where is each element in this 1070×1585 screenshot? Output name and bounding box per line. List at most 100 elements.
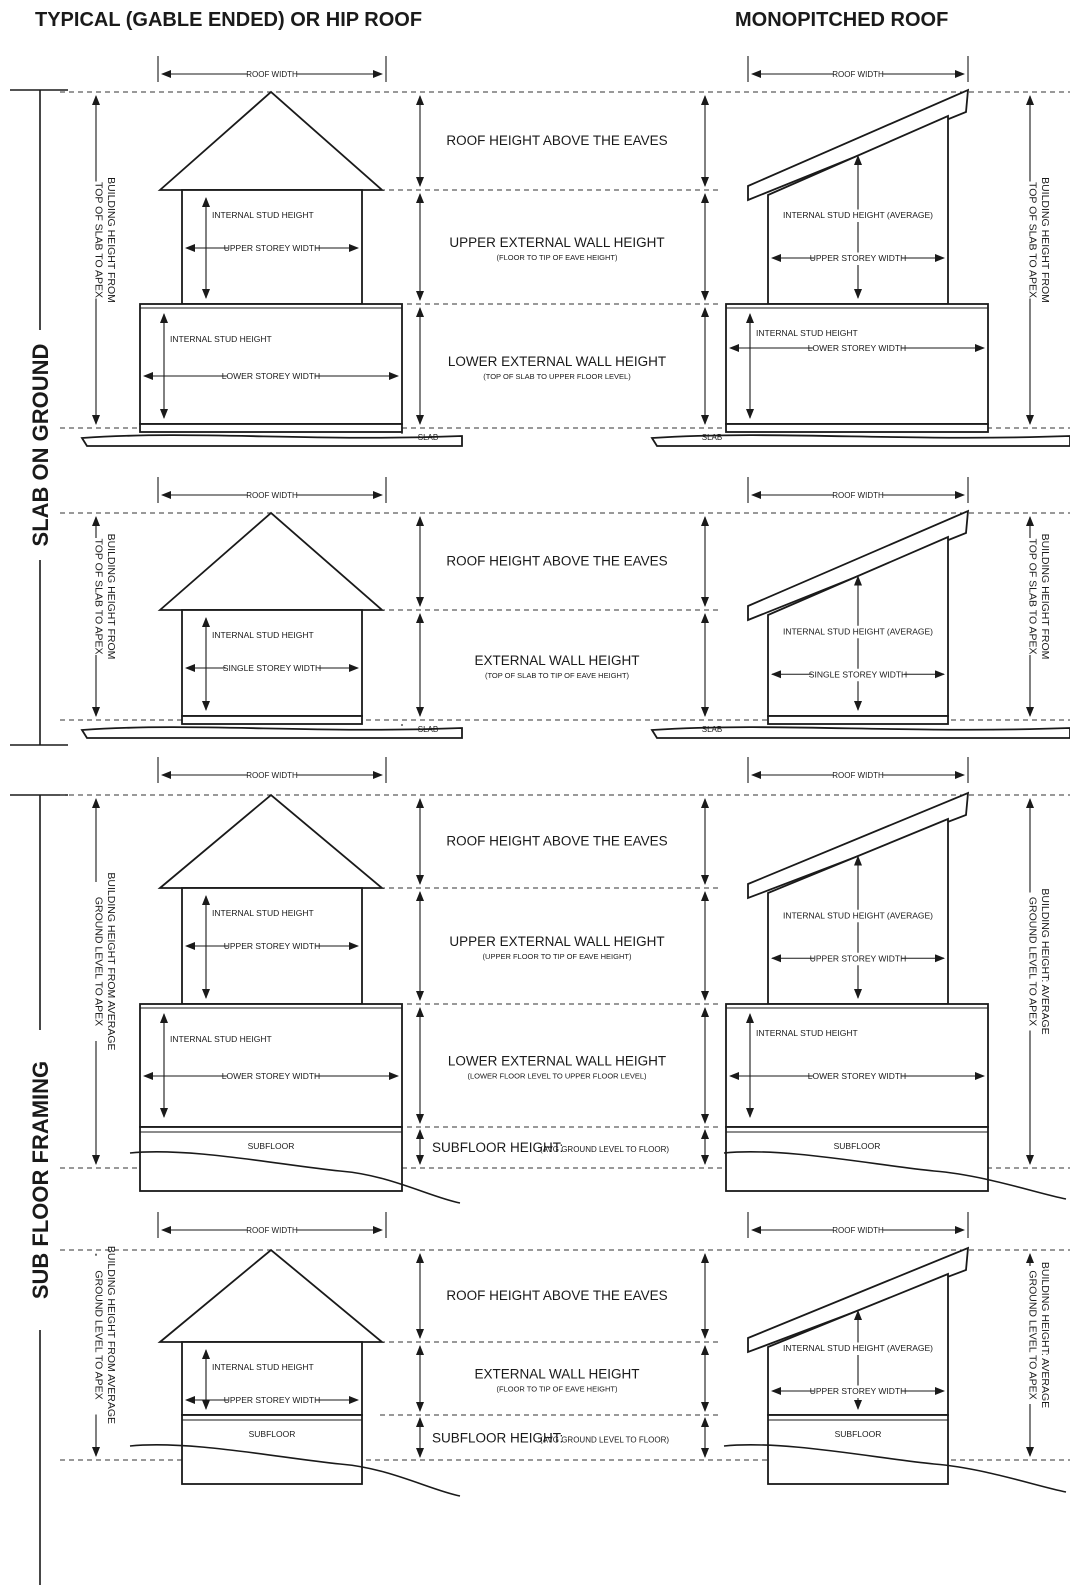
- slab-label: SLAB: [418, 433, 438, 442]
- vertical-label-line: BUILDING HEIGHT FROM: [1039, 534, 1051, 660]
- roof-width-label: ROOF WIDTH: [832, 1226, 884, 1235]
- gable-roof: [157, 1248, 385, 1343]
- internal-stud-label: INTERNAL STUD HEIGHT: [170, 334, 272, 344]
- vertical-label-line: GROUND LEVEL TO APEX: [1027, 1270, 1039, 1399]
- lower-width-label: LOWER STOREY WIDTH: [808, 1071, 906, 1081]
- label-bg: [787, 1342, 929, 1355]
- storey-width-label: UPPER STOREY WIDTH: [224, 941, 321, 951]
- ground-slope: [723, 1443, 1067, 1493]
- section-label-subfloor: SUB FLOOR FRAMING: [28, 1061, 53, 1299]
- mid-label-title: LOWER EXTERNAL WALL HEIGHT: [448, 354, 666, 369]
- gable-roof: [157, 90, 385, 191]
- slab-label: SLAB: [418, 725, 438, 734]
- mid-label-title: ROOF HEIGHT ABOVE THE EAVES: [446, 834, 667, 849]
- vertical-label-line: GROUND LEVEL TO APEX: [93, 897, 105, 1026]
- mono-lower-walls: [725, 303, 989, 425]
- subfloor-label: SUBFLOOR: [249, 1429, 296, 1439]
- label-bg: [1023, 892, 1055, 1031]
- ground-line: [650, 726, 1070, 739]
- label-bg: [228, 1394, 316, 1407]
- slab-label: SLAB: [702, 725, 722, 734]
- roof-width-label: ROOF WIDTH: [246, 70, 298, 79]
- vertical-label-line: BUILDING HEIGHT FROM: [1039, 177, 1051, 303]
- vertical-label-line: BUILDING HEIGHT FROM AVERAGE: [105, 872, 117, 1050]
- slab: [139, 423, 403, 433]
- mid-label-sub: (TOP OF SLAB TO UPPER FLOOR LEVEL): [483, 372, 631, 381]
- label-bg: [89, 1255, 121, 1415]
- label-bg: [813, 1070, 901, 1083]
- label-bg: [89, 538, 121, 655]
- subfloor-label: SUBFLOOR: [835, 1429, 882, 1439]
- label-bg: [208, 907, 305, 920]
- ground-slope: [129, 1150, 461, 1204]
- mid-label-title: EXTERNAL WALL HEIGHT: [474, 1367, 639, 1382]
- mid-label-sub: (UPPER FLOOR TO TIP OF EAVE HEIGHT): [483, 952, 632, 961]
- gable-roof: [157, 793, 385, 889]
- ground-slope: [129, 1443, 461, 1497]
- subfloor-height-label: SUBFLOOR HEIGHT:: [432, 1140, 563, 1155]
- storey-width-label: UPPER STOREY WIDTH: [224, 243, 321, 253]
- subfloor-box: [139, 1126, 403, 1192]
- roof-width-label: ROOF WIDTH: [246, 771, 298, 780]
- internal-stud-label: INTERNAL STUD HEIGHT: [212, 908, 314, 918]
- label-bg: [787, 209, 929, 222]
- ground-line: [650, 434, 1070, 447]
- diagram-layer: ROOF WIDTH ROOF WIDTH INTERNAL STUD HEIGHT…: [60, 56, 1070, 1497]
- lower-width-label: LOWER STOREY WIDTH: [222, 371, 320, 381]
- monopitch-roof: [747, 1246, 970, 1354]
- subfloor-label: SUBFLOOR: [248, 1141, 295, 1151]
- vertical-label-line: GROUND LEVEL TO APEX: [93, 1270, 105, 1399]
- mid-label-title: ROOF HEIGHT ABOVE THE EAVES: [446, 1288, 667, 1303]
- internal-stud-label: INTERNAL STUD HEIGHT: [170, 1034, 272, 1044]
- label-bg: [247, 69, 297, 81]
- roof-width-label: ROOF WIDTH: [246, 491, 298, 500]
- label-bg: [247, 770, 297, 782]
- subfloor-box: [725, 1126, 989, 1192]
- vertical-label-line: BUILDING HEIGHT FROM: [105, 534, 117, 660]
- slab: [725, 423, 989, 433]
- label-bg: [228, 242, 316, 255]
- vertical-label-line: BUILDING HEIGHT FROM: [105, 177, 117, 303]
- subfloor-height-label: SUBFLOOR HEIGHT:: [432, 1431, 563, 1446]
- subfloor-box: [767, 1414, 949, 1485]
- label-bg: [814, 1385, 902, 1398]
- label-bg: [166, 333, 263, 346]
- lower-width-label: LOWER STOREY WIDTH: [222, 1071, 320, 1081]
- label-bg: [208, 209, 305, 222]
- vertical-label-line: BUILDING HEIGHT: AVERAGE: [1039, 1262, 1051, 1408]
- storey-width-label: UPPER STOREY WIDTH: [810, 253, 907, 263]
- label-bg: [208, 629, 305, 642]
- label-bg: [247, 490, 297, 502]
- label-bg: [89, 181, 121, 299]
- lower-storey-walls: [139, 1003, 403, 1128]
- monopitch-roof: [747, 88, 970, 202]
- mid-label-sub: (FLOOR TO TIP OF EAVE HEIGHT): [497, 253, 618, 262]
- mid-label-sub: (LOWER FLOOR LEVEL TO UPPER FLOOR LEVEL): [467, 1072, 647, 1081]
- label-bg: [833, 1225, 883, 1237]
- mid-label-title: ROOF HEIGHT ABOVE THE EAVES: [446, 133, 667, 148]
- label-bg: [814, 252, 902, 265]
- label-bg: [247, 1225, 297, 1237]
- label-bg: [752, 1027, 849, 1040]
- roof-width-label: ROOF WIDTH: [832, 491, 884, 500]
- gable-roof: [157, 511, 385, 611]
- label-bg: [226, 662, 318, 675]
- subfloor-label: SUBFLOOR: [834, 1141, 881, 1151]
- header-left: TYPICAL (GABLE ENDED) OR HIP ROOF: [35, 9, 422, 31]
- section-label-slab: SLAB ON GROUND: [28, 344, 53, 547]
- internal-stud-label: INTERNAL STUD HEIGHT: [756, 328, 858, 338]
- vertical-label-line: GROUND LEVEL TO APEX: [1027, 897, 1039, 1026]
- mid-label-title: ROOF HEIGHT ABOVE THE EAVES: [446, 554, 667, 569]
- subfloor-box: [181, 1414, 363, 1485]
- internal-stud-label: INTERNAL STUD HEIGHT: [212, 630, 314, 640]
- label-bg: [89, 882, 121, 1041]
- label-bg: [787, 909, 929, 923]
- label-bg: [814, 952, 902, 966]
- vertical-label-line: TOP OF SLAB TO APEX: [1027, 539, 1039, 655]
